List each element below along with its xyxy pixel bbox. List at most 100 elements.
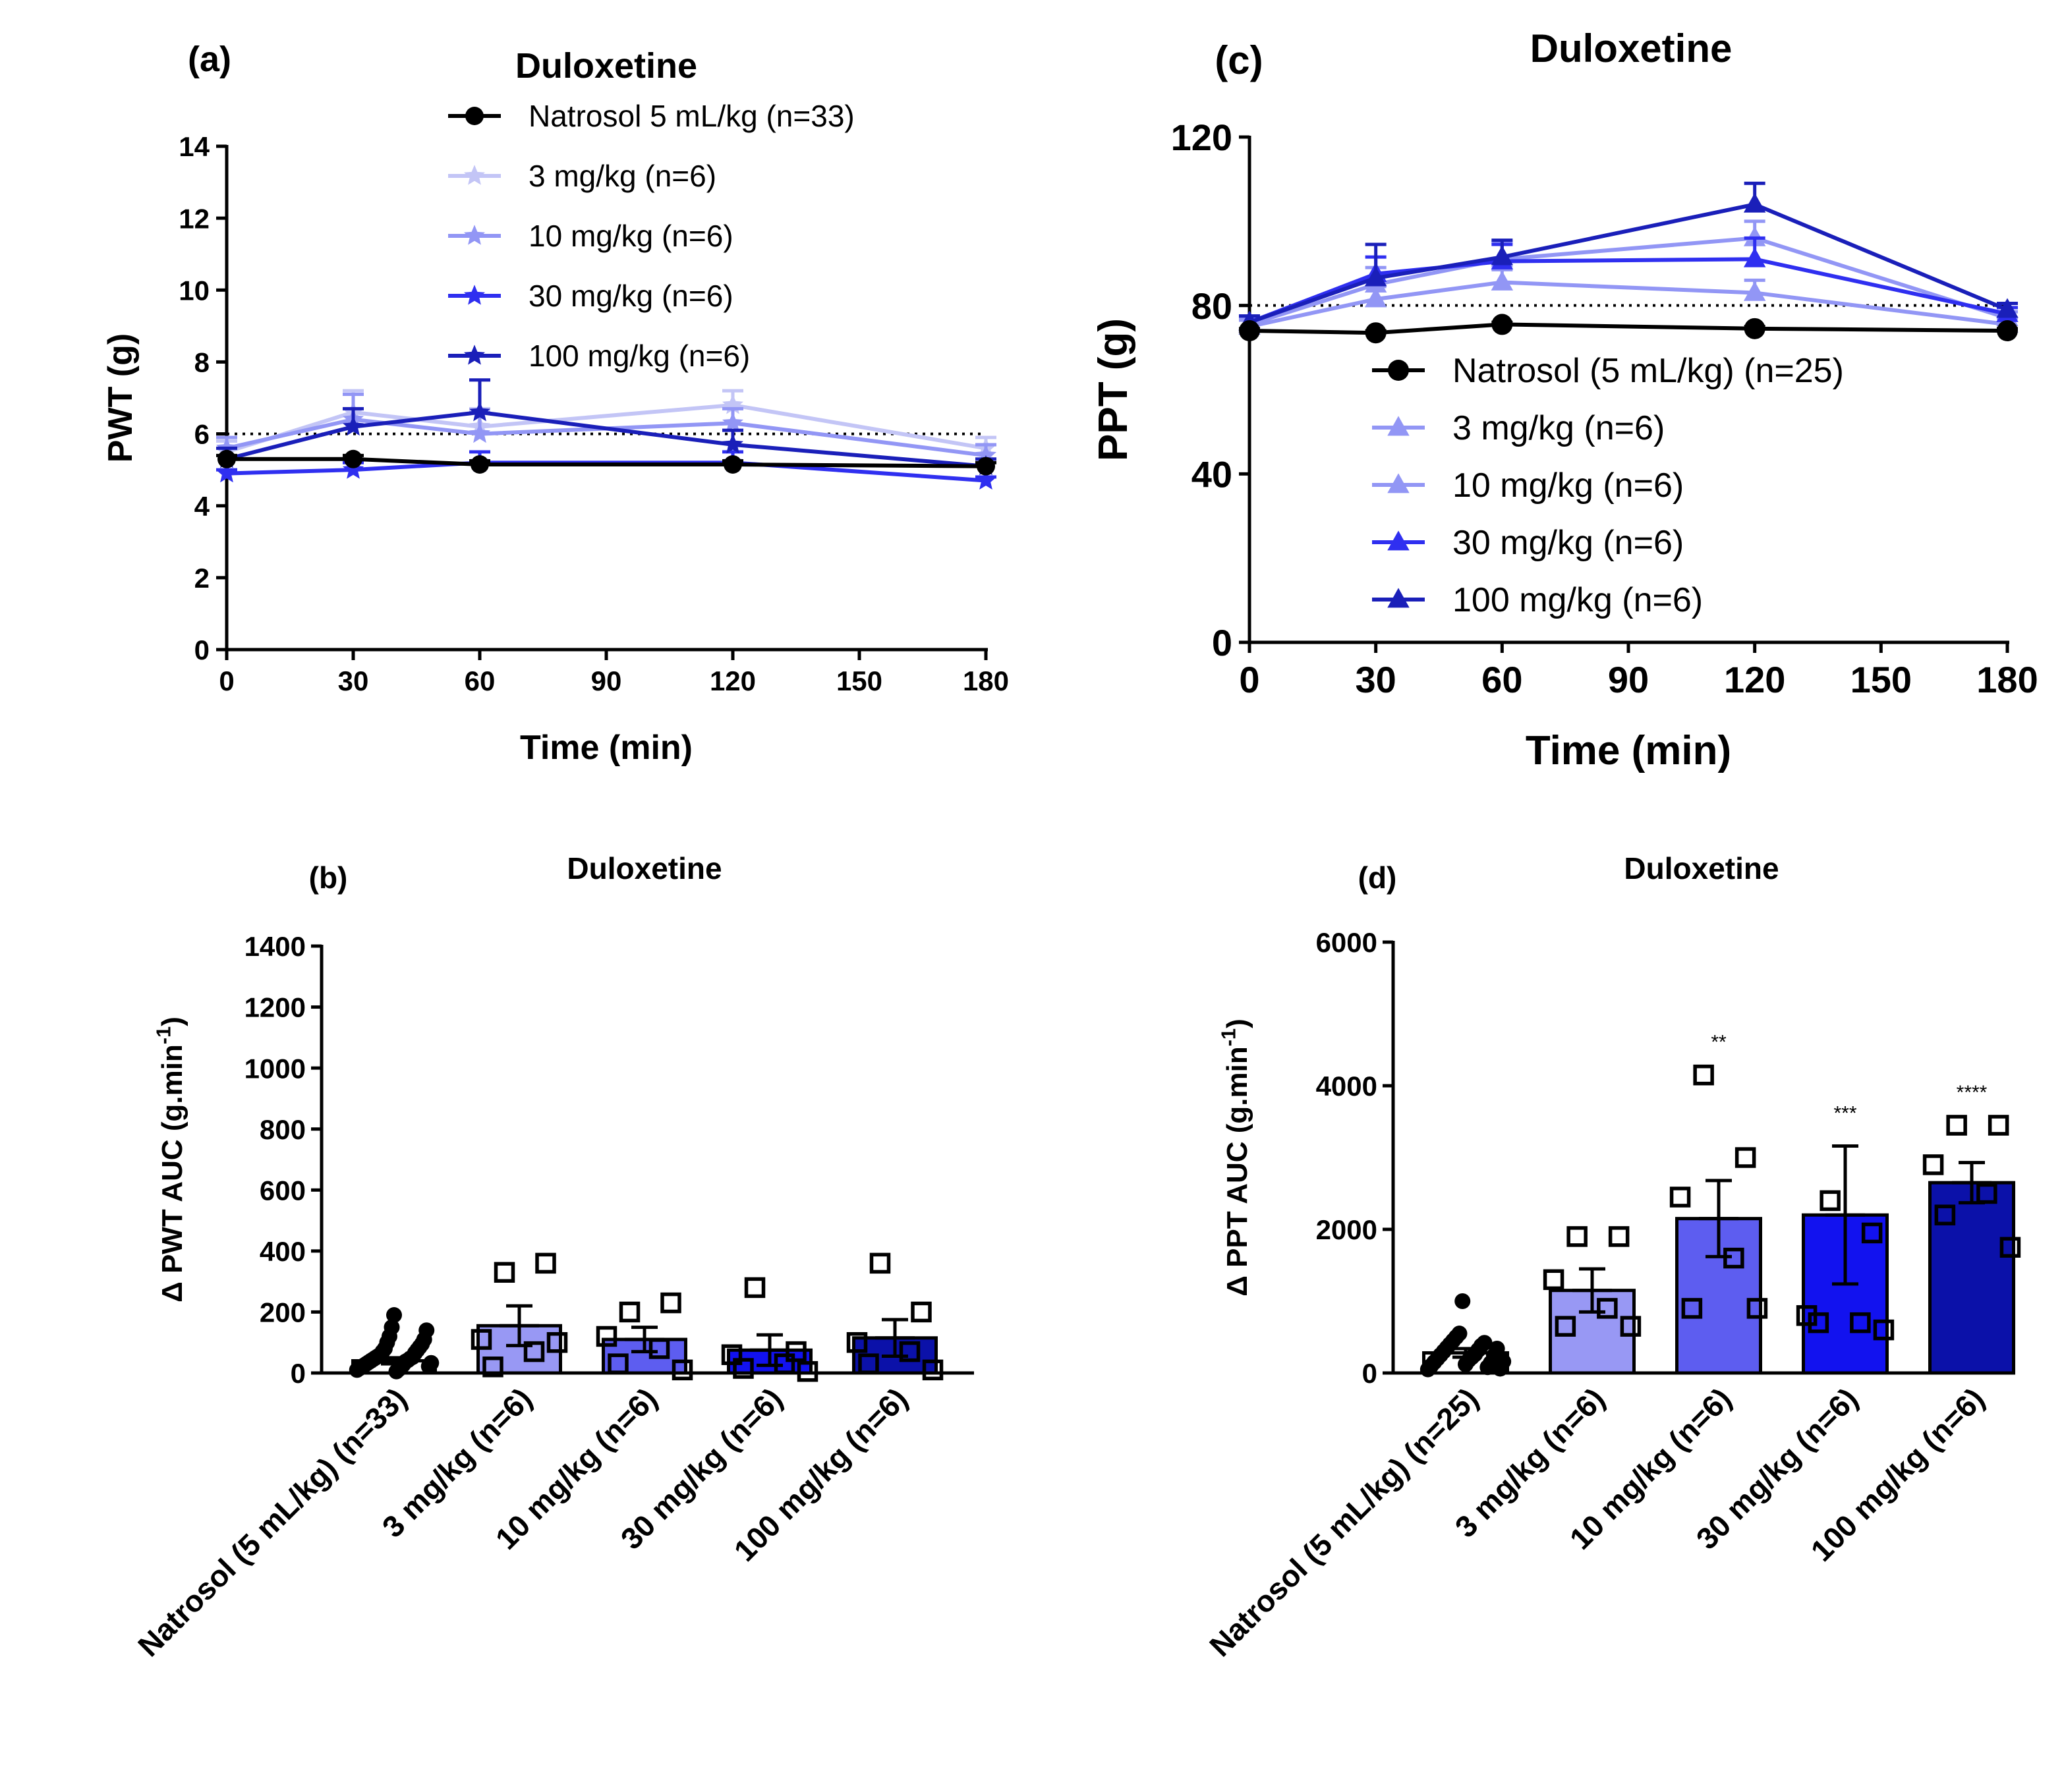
y-tick-label: 800	[260, 1114, 306, 1145]
x-category-label: Natrosol (5 mL/kg) (n=33)	[131, 1381, 413, 1663]
panel-a: (a) Duloxetine 0 2 4 6 8 10 12 14 0 30 60 90 120 150 180…	[101, 40, 1009, 767]
data-point	[423, 1355, 440, 1371]
y-axis-label-a: PWT (g)	[101, 333, 140, 462]
x-tick-label: 30	[338, 665, 369, 696]
bar	[1928, 1181, 2015, 1375]
data-point	[482, 1356, 503, 1378]
data-point	[1669, 1187, 1691, 1208]
y-tick-label: 2	[194, 563, 210, 594]
panel-label-c: (c)	[1215, 38, 1263, 82]
data-point	[1861, 1222, 1883, 1244]
significance-label: **	[1711, 1032, 1727, 1053]
chart-title-c: Duloxetine	[1530, 26, 1733, 70]
bar-group-d-3: ***	[1796, 1103, 1895, 1375]
legend-marker	[1387, 530, 1410, 551]
y-tick-label: 0	[1212, 622, 1232, 663]
bar-group-d-2: **	[1669, 1032, 1768, 1375]
data-point	[1988, 1115, 2009, 1136]
significance-label: ***	[1833, 1103, 1856, 1125]
x-tick-label: 150	[836, 665, 882, 696]
data-point	[1451, 1326, 1468, 1342]
data-point	[469, 422, 490, 443]
data-point	[975, 469, 996, 490]
data-point	[619, 1301, 641, 1323]
bar-group-b-0	[349, 1307, 440, 1380]
data-point	[535, 1252, 556, 1274]
x-axis-label-c: Time (min)	[1526, 728, 1731, 773]
data-point	[216, 462, 237, 483]
y-tick-label: 80	[1191, 285, 1232, 327]
data-point	[722, 434, 743, 454]
chart-title-b: Duloxetine	[567, 851, 722, 885]
data-point	[469, 401, 490, 422]
y-axis-label-c: PPT (g)	[1091, 318, 1136, 461]
data-point	[1489, 1340, 1505, 1357]
y-tick-label: 120	[1171, 117, 1232, 158]
series-line	[227, 457, 987, 468]
x-tick-label: 90	[1608, 659, 1649, 700]
data-point	[1693, 1064, 1714, 1086]
series-line	[1249, 202, 2009, 325]
bar-group-b-3	[721, 1277, 818, 1382]
x-tick-label: 120	[710, 665, 756, 696]
data-point	[1491, 245, 1514, 266]
data-point	[1976, 1183, 1997, 1204]
data-point	[596, 1326, 617, 1347]
data-point	[1491, 314, 1513, 335]
y-axis-label-b: Δ PWT AUC (g.min-1)	[152, 1017, 188, 1302]
legend-label: 30 mg/kg (n=6)	[1452, 524, 1684, 562]
data-point	[1873, 1319, 1895, 1341]
legend-marker	[464, 165, 485, 185]
data-point	[1922, 1154, 1944, 1175]
data-point	[1239, 320, 1260, 342]
data-point	[217, 449, 236, 468]
legend-marker	[1387, 416, 1410, 436]
y-axis-label-main: Δ PPT AUC (g.min	[1221, 1046, 1253, 1297]
data-point	[1808, 1312, 1829, 1333]
data-point	[724, 455, 742, 474]
x-tick-label: 0	[1239, 659, 1259, 700]
series-c-2	[1238, 219, 2019, 333]
y-tick-label: 0	[291, 1358, 306, 1389]
data-point	[977, 457, 995, 476]
data-point	[1566, 1226, 1588, 1247]
legend-marker	[464, 285, 485, 305]
y-tick-label: 12	[179, 203, 210, 234]
data-point	[418, 1322, 435, 1339]
y-tick-label: 1400	[244, 931, 306, 962]
y-tick-label: 8	[194, 347, 210, 378]
legend-label: 3 mg/kg (n=6)	[1452, 409, 1665, 447]
data-point	[1543, 1269, 1564, 1291]
panel-b: (b) Duloxetine 0 200 400 600 800 1000 1200 1400 Δ …	[131, 851, 974, 1663]
x-tick-label: 180	[963, 665, 1009, 696]
panel-label-b: (b)	[309, 860, 348, 895]
panel-d: (d) Duloxetine 0 2000 4000 6000 Δ PPT AUC (g.m…	[1203, 851, 2021, 1663]
panel-label-a: (a)	[188, 40, 231, 79]
data-point	[386, 1307, 402, 1324]
legend-marker	[465, 107, 484, 125]
data-point	[1746, 1298, 1768, 1319]
data-point	[1608, 1226, 1630, 1247]
panel-label-d: (d)	[1358, 860, 1397, 895]
y-tick-label: 1000	[244, 1053, 306, 1084]
legend-label: 100 mg/kg (n=6)	[1452, 581, 1703, 619]
legend-label: Natrosol 5 mL/kg (n=33)	[529, 99, 855, 133]
x-tick-label: 90	[591, 665, 622, 696]
legend-marker	[464, 225, 485, 245]
y-axis-label-main: Δ PWT AUC (g.min	[156, 1044, 188, 1302]
data-point	[1364, 266, 1387, 287]
series-line	[1248, 257, 2008, 325]
data-point	[1681, 1298, 1703, 1319]
data-point	[1364, 287, 1387, 308]
y-tick-label: 400	[260, 1236, 306, 1267]
legend-label: 100 mg/kg (n=6)	[529, 339, 750, 373]
y-tick-label: 10	[179, 275, 210, 306]
legend-marker	[1388, 360, 1409, 381]
bar-group-d-0	[1419, 1293, 1512, 1378]
chart-title-d: Duloxetine	[1624, 851, 1779, 885]
y-axis-label-close: )	[1221, 1019, 1253, 1028]
data-point	[344, 449, 362, 468]
y-tick-label: 200	[260, 1297, 306, 1328]
data-point	[899, 1341, 921, 1362]
data-point	[1495, 1353, 1512, 1370]
